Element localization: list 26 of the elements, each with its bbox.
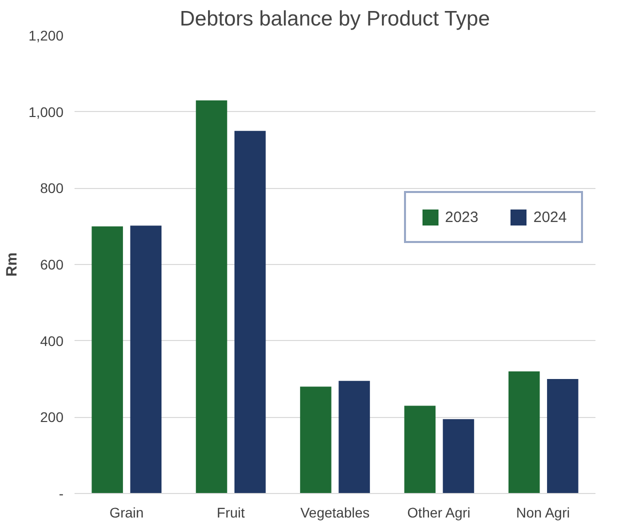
y-tick-label: - [58,486,64,502]
x-tick-label: Fruit [216,504,245,520]
y-tick-label: 200 [40,409,64,426]
bar [130,226,162,494]
bar [442,419,474,494]
y-tick-label: 1,000 [28,104,64,120]
bar [234,130,266,494]
bar [508,371,540,494]
bar [196,100,228,494]
bar [300,386,332,494]
legend-label: 2024 [533,208,567,226]
bar [338,380,370,494]
y-tick-label: 1,200 [28,28,64,44]
x-tick-label: Vegetables [300,504,370,520]
y-tick-label: 800 [40,180,64,196]
x-tick-label: Other Agri [407,504,470,520]
x-tick-label: Grain [109,504,144,520]
bar [92,226,123,494]
y-tick-label: 400 [40,332,64,349]
y-axis-title: Rm [3,252,20,277]
bar [547,379,578,494]
bar [404,406,436,494]
x-tick-label: Non Agri [516,504,570,520]
legend-label: 2023 [445,208,478,226]
y-tick-label: 600 [40,256,64,272]
chart-title: Debtors balance by Product Type [180,8,490,30]
